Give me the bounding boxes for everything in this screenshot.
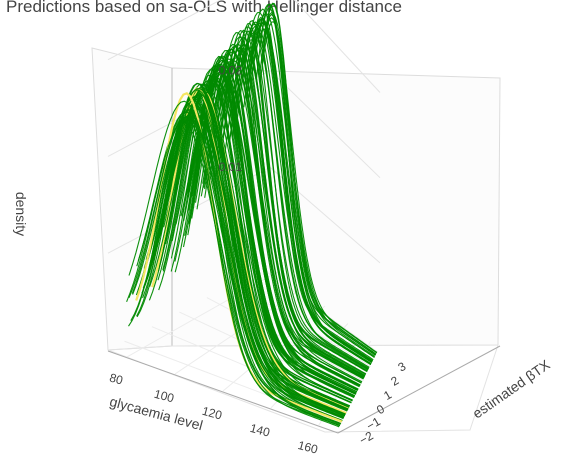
density-curve — [255, 12, 375, 358]
density-curve — [233, 39, 369, 370]
density-curve — [189, 71, 357, 394]
y-axis-line — [337, 345, 501, 434]
y-tick-label: 1 — [381, 387, 394, 403]
y-tick-label: −2 — [357, 428, 376, 447]
density-curves — [126, 2, 378, 428]
z-axis-label: density — [13, 192, 29, 236]
density-curve — [143, 97, 345, 418]
y-tick-label: 3 — [395, 359, 408, 375]
density-curve — [234, 31, 369, 370]
grid-line-z — [269, 70, 381, 179]
density-curve — [155, 82, 348, 412]
density-curve — [128, 100, 341, 427]
x-tick-label: 140 — [248, 421, 271, 440]
x-tick-label: 80 — [108, 370, 125, 387]
density-curve — [210, 57, 363, 383]
density-curve — [128, 109, 340, 427]
x-tick-label: 120 — [201, 404, 224, 423]
density-curve — [246, 22, 373, 363]
z-tick-label: 0.02 — [219, 63, 243, 77]
gridlines — [107, 0, 381, 264]
density-curve — [224, 36, 367, 375]
density-curve — [216, 32, 364, 379]
density-curve — [257, 4, 376, 357]
density-curve — [141, 115, 344, 420]
y-axis-label: estimated βTX — [469, 356, 553, 421]
x-axis-line — [107, 350, 339, 434]
density-curve — [242, 21, 372, 366]
density-curve — [207, 48, 362, 384]
chart-title: Predictions based on sa-OLS with Helling… — [6, 0, 402, 16]
density-curve — [182, 81, 355, 397]
density-curve — [232, 20, 369, 371]
density-curve — [235, 23, 370, 369]
z-tick-label: 0.01 — [219, 160, 243, 174]
density-curve — [175, 65, 353, 401]
density-curve — [126, 121, 340, 428]
density-curve — [180, 69, 355, 399]
grid-line-z — [293, 0, 381, 93]
y-tick-label: −1 — [364, 414, 383, 433]
y-tick-label: 2 — [388, 373, 401, 389]
x-tick-label: 160 — [296, 438, 319, 457]
floor-plane — [107, 344, 499, 433]
density-curve — [137, 111, 343, 422]
grid-line-z — [107, 0, 222, 61]
x-tick-label: 100 — [153, 387, 176, 406]
